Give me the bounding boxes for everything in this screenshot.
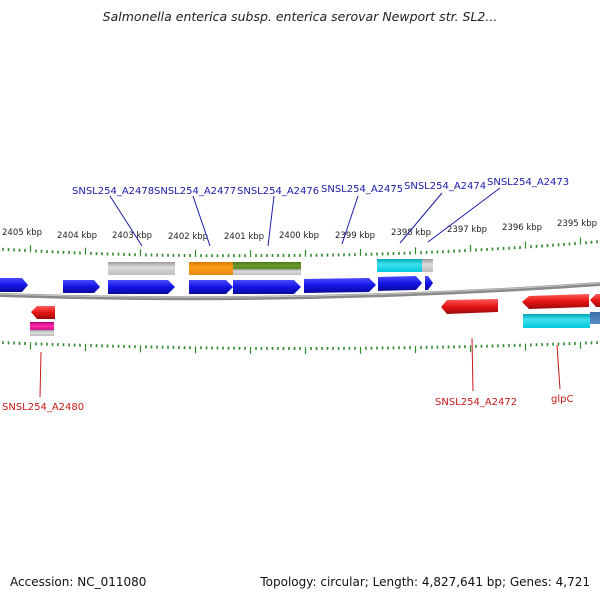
reverse-genes	[31, 294, 600, 319]
genome-summary-text: Topology: circular; Length: 4,827,641 bp…	[260, 575, 590, 589]
scale-labels: 2405 kbp 2404 kbp 2403 kbp 2402 kbp 2401…	[2, 219, 597, 242]
gene-label-snsl254-a2476[interactable]: SNSL254_A2476	[237, 186, 319, 197]
gene-label-snsl254-a2477[interactable]: SNSL254_A2477	[154, 186, 236, 197]
gene-arrow-forward[interactable]	[63, 280, 100, 293]
map-title: Salmonella enterica subsp. enterica sero…	[102, 9, 498, 24]
forward-genes	[0, 276, 433, 294]
genome-backbone	[0, 282, 600, 301]
kbp-label: 2399 kbp	[335, 231, 375, 241]
kbp-label: 2405 kbp	[2, 228, 42, 238]
kbp-label: 2403 kbp	[112, 231, 152, 241]
accession-text: Accession: NC_011080	[10, 575, 147, 589]
reverse-label-leaders	[39, 337, 561, 398]
gene-label-glpc[interactable]: glpC	[551, 394, 573, 405]
kbp-label: 2396 kbp	[502, 223, 542, 233]
kbp-label: 2404 kbp	[57, 231, 97, 241]
gene-arrow-reverse[interactable]	[441, 299, 498, 314]
forward-label-leaders	[109, 187, 501, 247]
ruler-ticks-top	[2, 237, 598, 258]
kbp-label: 2400 kbp	[279, 231, 319, 241]
kbp-label: 2402 kbp	[168, 232, 208, 242]
gene-arrow-forward[interactable]	[0, 278, 28, 292]
gene-arrow-reverse[interactable]	[590, 294, 600, 307]
gene-arrow-forward[interactable]	[233, 280, 301, 294]
kbp-label: 2401 kbp	[224, 232, 264, 242]
gene-arrow-reverse[interactable]	[31, 306, 55, 319]
gene-arrow-forward[interactable]	[425, 276, 433, 290]
cog-bars-forward	[108, 259, 433, 275]
gene-label-snsl254-a2478[interactable]: SNSL254_A2478	[72, 186, 154, 197]
kbp-label: 2395 kbp	[557, 219, 597, 229]
ruler-ticks-bottom	[2, 341, 598, 354]
gene-label-snsl254-a2474[interactable]: SNSL254_A2474	[404, 181, 486, 192]
kbp-label: 2397 kbp	[447, 225, 487, 235]
gene-label-snsl254-a2480[interactable]: SNSL254_A2480	[2, 402, 84, 413]
gene-label-snsl254-a2475[interactable]: SNSL254_A2475	[321, 184, 403, 195]
cog-bars-reverse	[30, 312, 600, 336]
gene-arrow-reverse[interactable]	[522, 294, 589, 309]
gene-arrow-forward[interactable]	[108, 280, 175, 294]
kbp-label: 2398 kbp	[391, 228, 431, 238]
gene-label-snsl254-a2472[interactable]: SNSL254_A2472	[435, 397, 517, 408]
gene-arrow-forward[interactable]	[189, 280, 233, 294]
gene-arrow-forward[interactable]	[378, 276, 422, 291]
gene-arrow-forward[interactable]	[304, 278, 376, 293]
gene-label-snsl254-a2473[interactable]: SNSL254_A2473	[487, 177, 569, 188]
